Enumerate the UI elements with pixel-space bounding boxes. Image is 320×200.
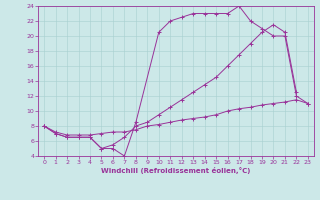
X-axis label: Windchill (Refroidissement éolien,°C): Windchill (Refroidissement éolien,°C) [101,167,251,174]
